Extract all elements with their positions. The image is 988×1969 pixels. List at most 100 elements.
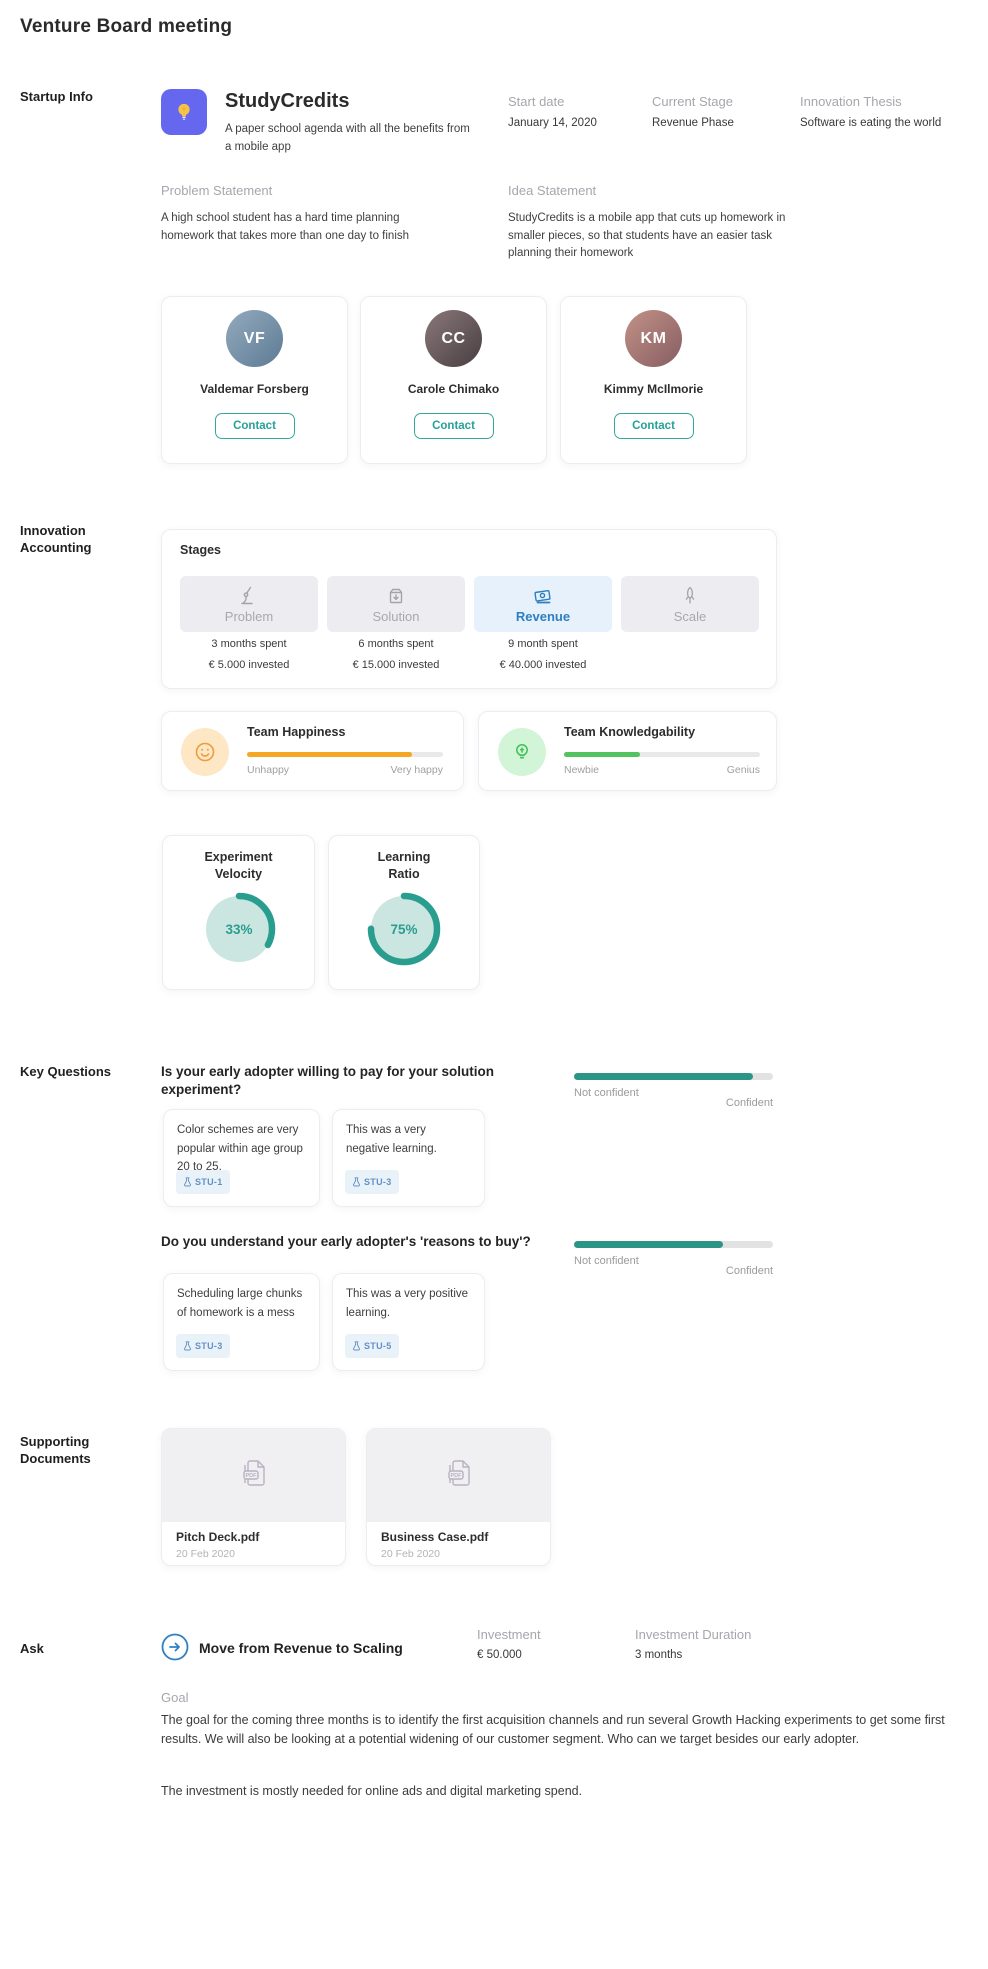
confidence-bar-fill	[574, 1241, 724, 1248]
confidence-high-label: Confident	[725, 1097, 773, 1109]
confidence-high-label: Confident	[725, 1265, 773, 1277]
happiness-slider	[247, 752, 443, 757]
confidence-low-label: Not confident	[574, 1255, 639, 1267]
stage-tiles: Problem Solution	[180, 576, 759, 632]
stage-stats: 3 months spent € 5.000 invested 6 months…	[180, 638, 759, 671]
metric-high-label: Genius	[726, 764, 760, 776]
learning-ratio-gauge: 75%	[367, 892, 441, 966]
microscope-icon	[241, 586, 253, 604]
stage-tile-scale[interactable]: Scale	[621, 576, 759, 632]
problem-statement-text: A high school student has a hard time pl…	[161, 212, 410, 242]
stage-label: Scale	[673, 608, 707, 624]
flask-icon	[184, 1177, 191, 1187]
avatar: KM	[625, 310, 682, 367]
knowledgability-slider-fill	[564, 752, 641, 757]
metric-title: Team Knowledgability	[564, 725, 696, 739]
team-member-card: KM Kimmy McIlmorie Contact	[560, 296, 747, 464]
gauge-value: 75%	[390, 922, 417, 937]
document-card[interactable]: PDF Business Case.pdf 20 Feb 2020	[366, 1428, 551, 1566]
learning-text: This was a very negative learning.	[346, 1124, 437, 1155]
confidence-bar	[574, 1241, 773, 1248]
stage-invested: € 40.000 invested	[499, 659, 587, 671]
idea-statement-label: Idea Statement	[508, 183, 597, 198]
gauge-title: Experiment Velocity	[204, 850, 273, 881]
investment-duration-label: Investment Duration	[635, 1627, 752, 1642]
happiness-slider-fill	[247, 752, 412, 757]
team-happiness-card: Team Happiness Unhappy Very happy	[161, 711, 464, 791]
investment-label: Investment	[477, 1627, 541, 1642]
experiment-velocity-gauge: 33%	[202, 892, 275, 966]
learning-card: This was a very negative learning. STU-3	[332, 1109, 485, 1207]
problem-statement-label: Problem Statement	[161, 183, 273, 198]
document-date: 20 Feb 2020	[381, 1548, 440, 1560]
learning-card: This was a very positive learning. STU-5	[332, 1273, 485, 1371]
ask-title: Move from Revenue to Scaling	[199, 1640, 403, 1656]
field-label-innovation-thesis: Innovation Thesis	[800, 94, 902, 109]
lightbulb-outline-icon	[498, 728, 546, 776]
experiment-tag[interactable]: STU-1	[176, 1169, 230, 1194]
flask-icon	[184, 1341, 191, 1351]
contact-button[interactable]: Contact	[413, 413, 494, 439]
document-name: Business Case.pdf	[381, 1530, 489, 1544]
arrow-right-circle-icon	[161, 1633, 189, 1661]
svg-text:PDF: PDF	[245, 1473, 257, 1479]
metric-low-label: Newbie	[564, 764, 600, 776]
member-name: Valdemar Forsberg	[200, 382, 309, 396]
document-card[interactable]: PDF Pitch Deck.pdf 20 Feb 2020	[161, 1428, 346, 1566]
document-date: 20 Feb 2020	[176, 1548, 235, 1560]
section-label-key-questions: Key Questions	[20, 1064, 112, 1079]
idea-statement-text: StudyCredits is a mobile app that cuts u…	[508, 212, 786, 259]
avatar: CC	[425, 310, 482, 367]
team-member-card: CC Carole Chimako Contact	[360, 296, 547, 464]
gift-box-arrow-icon	[389, 588, 403, 603]
pdf-file-icon: PDF	[447, 1459, 470, 1486]
investment-duration-value: 3 months	[635, 1649, 683, 1661]
learning-text: This was a very positive learning.	[346, 1288, 469, 1319]
confidence-low-label: Not confident	[574, 1087, 639, 1099]
learning-text: Color schemes are very popular within ag…	[177, 1124, 303, 1173]
member-name: Kimmy McIlmorie	[603, 382, 704, 396]
page-title: Venture Board meeting	[20, 16, 233, 37]
flask-icon	[353, 1341, 360, 1351]
company-name: StudyCredits	[225, 90, 350, 112]
goal-paragraph: The goal for the coming three months is …	[161, 1713, 945, 1746]
confidence-bar-fill	[574, 1073, 754, 1080]
metric-low-label: Unhappy	[247, 764, 290, 776]
stages-card: Stages Problem	[161, 529, 777, 689]
investment-value: € 50.000	[477, 1649, 522, 1661]
flask-icon	[353, 1177, 360, 1187]
member-name: Carole Chimako	[407, 382, 500, 396]
team-member-card: VF Valdemar Forsberg Contact	[161, 296, 348, 464]
section-label-startup-info: Startup Info	[20, 89, 93, 104]
experiment-tag[interactable]: STU-3	[176, 1333, 230, 1358]
metric-title: Team Happiness	[247, 725, 346, 739]
field-value-innovation-thesis: Software is eating the world	[800, 117, 942, 129]
document-name: Pitch Deck.pdf	[176, 1530, 260, 1544]
field-label-current-stage: Current Stage	[652, 94, 733, 109]
experiment-tag[interactable]: STU-3	[345, 1169, 399, 1194]
stage-tile-revenue[interactable]: Revenue	[474, 576, 612, 632]
experiment-tag[interactable]: STU-5	[345, 1333, 399, 1358]
metric-high-label: Very happy	[390, 764, 443, 776]
company-logo	[161, 89, 207, 135]
stage-invested: € 5.000 invested	[208, 659, 290, 671]
confidence-bar	[574, 1073, 773, 1080]
experiment-velocity-card: Experiment Velocity 33%	[162, 835, 315, 990]
rocket-icon	[685, 586, 695, 604]
contact-button[interactable]: Contact	[613, 413, 694, 439]
learning-ratio-card: Learning Ratio 75%	[328, 835, 480, 990]
company-tagline: A paper school agenda with all the benef…	[225, 123, 470, 153]
smiley-icon	[181, 728, 229, 776]
stage-invested: € 15.000 invested	[352, 659, 440, 671]
stage-label: Solution	[372, 608, 420, 624]
stage-tile-problem[interactable]: Problem	[180, 576, 318, 632]
stage-tile-solution[interactable]: Solution	[327, 576, 465, 632]
contact-button[interactable]: Contact	[214, 413, 295, 439]
goal-label: Goal	[161, 1690, 189, 1705]
learning-card: Scheduling large chunks of homework is a…	[163, 1273, 320, 1371]
field-value-current-stage: Revenue Phase	[652, 117, 734, 129]
svg-text:PDF: PDF	[450, 1473, 462, 1479]
gauge-value: 33%	[225, 922, 252, 937]
avatar: VF	[226, 310, 283, 367]
team-knowledgability-card: Team Knowledgability Newbie Genius	[478, 711, 777, 791]
